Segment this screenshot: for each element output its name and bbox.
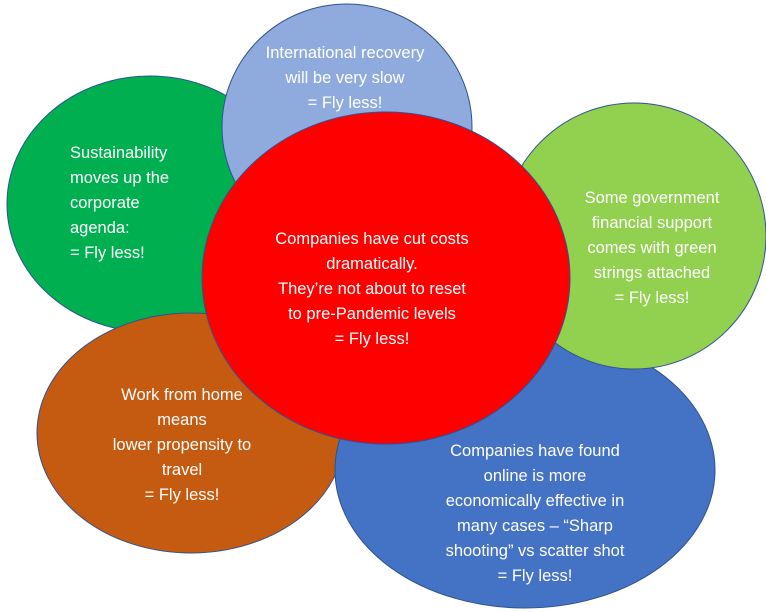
bubble-text-line: Sustainability (70, 144, 168, 162)
bubble-text-line: = Fly less! (498, 567, 573, 585)
bubble-cut-costs: Companies have cut costs dramatically. The… (201, 111, 571, 445)
bubble-text-line: lower propensity to (113, 436, 252, 454)
bubble-text-line: dramatically. (326, 255, 417, 273)
ellipse-cut-costs (201, 111, 571, 445)
bubble-text-line: Work from home (121, 386, 243, 404)
bubble-text-line: agenda: (70, 219, 130, 237)
bubble-text-line: = Fly less! (615, 289, 690, 307)
bubble-text-line: = Fly less! (145, 486, 220, 504)
bubble-text-line: moves up the (70, 169, 169, 187)
bubble-text-line: economically effective in (446, 492, 625, 510)
bubble-text-line: corporate (70, 194, 140, 212)
bubble-text-line: online is more (484, 467, 587, 485)
bubble-text-line: = Fly less! (335, 330, 410, 348)
bubble-text-line: Some government (585, 189, 720, 207)
bubble-text-line: Companies have cut costs (275, 230, 469, 248)
bubble-text-line: to pre-Pandemic levels (288, 305, 456, 323)
bubble-text-line: = Fly less! (70, 244, 145, 262)
bubble-text-line: means (157, 411, 207, 429)
bubble-text-line: International recovery (266, 44, 425, 62)
bubble-text-line: will be very slow (284, 69, 404, 87)
bubble-text-line: financial support (592, 214, 713, 232)
bubble-text-line: strings attached (594, 264, 710, 282)
bubble-text-line: = Fly less! (308, 94, 383, 112)
bubble-text-line: Companies have found (450, 442, 620, 460)
bubble-text-line: comes with green (587, 239, 716, 257)
bubble-text-line: many cases – “Sharp (457, 517, 613, 535)
bubble-text-line: They’re not about to reset (278, 280, 466, 298)
bubble-text-line: travel (162, 461, 202, 479)
bubble-text-line: shooting” vs scatter shot (446, 542, 625, 560)
